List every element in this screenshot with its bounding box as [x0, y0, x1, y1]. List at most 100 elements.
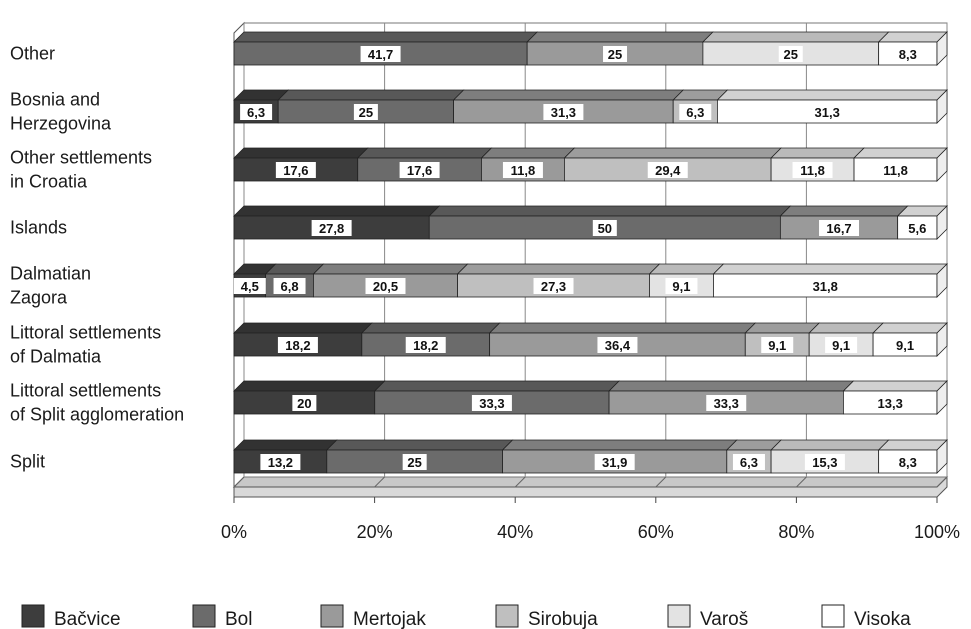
- gridline-floor: [514, 476, 526, 488]
- data-label: 15,3: [804, 454, 845, 470]
- svg-text:13,2: 13,2: [268, 455, 293, 470]
- gridline-floor: [936, 476, 948, 488]
- svg-text:16,7: 16,7: [826, 221, 851, 236]
- legend-label: Bačvice: [54, 609, 121, 629]
- svg-text:18,2: 18,2: [413, 338, 438, 353]
- data-label: 6,3: [732, 454, 765, 470]
- svg-text:13,3: 13,3: [878, 396, 903, 411]
- svg-text:9,1: 9,1: [832, 338, 850, 353]
- data-label: 20,5: [365, 278, 406, 294]
- bar-side: [936, 89, 948, 124]
- legend: Bačvice Bol Mertojak Sirobuja Varoš Visoka: [21, 604, 911, 629]
- svg-text:33,3: 33,3: [714, 396, 739, 411]
- bars-group: 41,7 25 25 8,3 6,3 25 31,3 6,3 31,3 17,6 17,6 11,8 2…: [233, 31, 948, 474]
- bar-side: [936, 205, 948, 240]
- data-label: 50: [592, 220, 617, 236]
- svg-text:20: 20: [297, 396, 311, 411]
- svg-text:18,2: 18,2: [285, 338, 310, 353]
- legend-swatch: [21, 604, 45, 628]
- data-label: 33,3: [706, 395, 747, 411]
- data-label: 6,3: [679, 104, 712, 120]
- svg-text:11,8: 11,8: [800, 163, 825, 178]
- data-label: 27,8: [311, 220, 352, 236]
- data-label: 11,8: [875, 162, 916, 178]
- legend-item-sirobuja: Sirobuja: [495, 604, 598, 629]
- svg-text:9,1: 9,1: [896, 338, 914, 353]
- data-label: 25: [353, 104, 378, 120]
- x-tick-label: 100%: [914, 522, 960, 542]
- data-label: 31,8: [805, 278, 846, 294]
- legend-label: Sirobuja: [528, 609, 598, 629]
- category-label: Other settlements in Croatia: [10, 148, 152, 192]
- data-label: 25: [778, 46, 803, 62]
- data-label: 29,4: [647, 162, 688, 178]
- data-label: 11,8: [792, 162, 833, 178]
- data-label: 9,1: [825, 337, 858, 353]
- legend-swatch: [821, 604, 845, 628]
- data-label: 31,9: [594, 454, 635, 470]
- svg-text:20,5: 20,5: [373, 279, 398, 294]
- bar-side: [936, 322, 948, 357]
- gridline-floor: [796, 476, 807, 488]
- svg-text:25: 25: [359, 105, 373, 120]
- bar-side: [936, 263, 948, 298]
- svg-text:17,6: 17,6: [407, 163, 432, 178]
- data-label: 31,3: [807, 104, 848, 120]
- legend-item-mertojak: Mertojak: [320, 604, 426, 629]
- svg-text:27,8: 27,8: [319, 221, 344, 236]
- legend-label: Varoš: [700, 609, 748, 629]
- bar-segment-mertojak: [526, 31, 714, 66]
- category-label: Islands: [10, 218, 67, 238]
- x-tick-label: 40%: [497, 522, 533, 542]
- svg-text:9,1: 9,1: [672, 279, 690, 294]
- svg-text:6,8: 6,8: [280, 279, 298, 294]
- data-label: 17,6: [275, 162, 316, 178]
- category-label: Bosnia and Herzegovina: [10, 90, 112, 134]
- legend-label: Visoka: [854, 609, 911, 629]
- data-label: 31,3: [543, 104, 584, 120]
- category-label: Littoral settlements of Split agglomerati…: [10, 381, 184, 425]
- svg-text:25: 25: [784, 47, 798, 62]
- data-label: 5,6: [901, 220, 934, 236]
- svg-text:9,1: 9,1: [768, 338, 786, 353]
- x-axis-ticks: 0% 20% 40% 60% 80% 100%: [221, 522, 960, 542]
- svg-text:31,9: 31,9: [602, 455, 627, 470]
- svg-text:31,3: 31,3: [551, 105, 576, 120]
- x-tick-label: 20%: [357, 522, 393, 542]
- svg-text:6,3: 6,3: [740, 455, 758, 470]
- data-label: 9,1: [761, 337, 794, 353]
- data-label: 8,3: [891, 46, 924, 62]
- gridline-floor: [233, 476, 245, 488]
- svg-text:17,6: 17,6: [283, 163, 308, 178]
- legend-swatch: [320, 604, 344, 628]
- x-tick-label: 80%: [778, 522, 814, 542]
- gridline-floor: [655, 476, 667, 488]
- data-label: 8,3: [891, 454, 924, 470]
- svg-text:6,3: 6,3: [686, 105, 704, 120]
- svg-text:15,3: 15,3: [812, 455, 837, 470]
- svg-text:27,3: 27,3: [541, 279, 566, 294]
- legend-label: Bol: [225, 609, 252, 629]
- data-label: 9,1: [665, 278, 698, 294]
- svg-text:33,3: 33,3: [479, 396, 504, 411]
- svg-text:41,7: 41,7: [368, 47, 393, 62]
- bar-side: [936, 31, 948, 66]
- data-label: 27,3: [533, 278, 574, 294]
- svg-text:5,6: 5,6: [908, 221, 926, 236]
- svg-text:11,8: 11,8: [883, 163, 908, 178]
- x-tick-label: 60%: [638, 522, 674, 542]
- bar-side: [936, 439, 948, 474]
- data-label: 6,3: [240, 104, 273, 120]
- svg-text:25: 25: [407, 455, 421, 470]
- legend-swatch: [667, 604, 691, 628]
- data-label: 20: [292, 395, 317, 411]
- data-label: 13,2: [260, 454, 301, 470]
- legend-swatch: [495, 604, 519, 628]
- legend-item-bavice: Bačvice: [21, 604, 121, 629]
- svg-text:8,3: 8,3: [899, 47, 917, 62]
- legend-label: Mertojak: [353, 609, 426, 629]
- data-label: 6,8: [273, 278, 306, 294]
- bar-side: [936, 380, 948, 415]
- data-label: 33,3: [471, 395, 512, 411]
